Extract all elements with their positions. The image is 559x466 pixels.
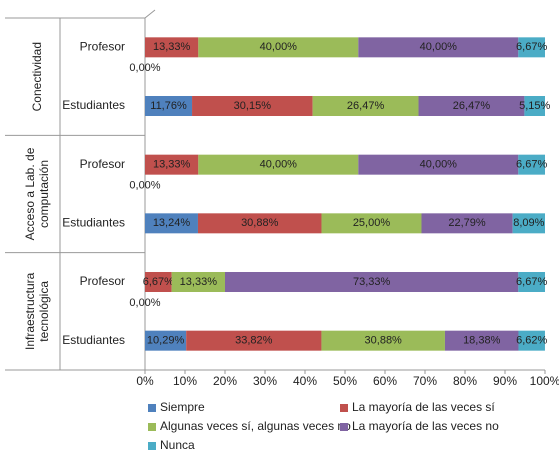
bar-segment <box>171 272 225 292</box>
legend-label: Siempre <box>160 400 205 414</box>
x-tick-label: 10% <box>173 374 197 388</box>
value-label: 8,09% <box>513 217 544 229</box>
bar-segment <box>192 96 313 116</box>
legend-label: La mayoría de las veces sí <box>352 400 495 414</box>
x-tick-label: 30% <box>253 374 277 388</box>
value-label: 6,67% <box>143 276 174 288</box>
bar-segment <box>145 330 187 351</box>
value-label: 22,79% <box>448 217 486 229</box>
bar-segment <box>358 37 519 58</box>
value-label: 6,67% <box>516 41 547 53</box>
value-label: 0,00% <box>129 62 160 74</box>
x-tick-label: 90% <box>493 374 517 388</box>
y-tick-label: Profesor <box>80 157 125 171</box>
value-label: 18,38% <box>463 335 501 347</box>
value-label: 40,00% <box>420 41 458 53</box>
legend-label: La mayoría de las veces no <box>352 419 499 433</box>
value-label: 11,76% <box>150 100 187 112</box>
group-label: computación <box>37 160 51 228</box>
value-label: 30,88% <box>365 335 403 347</box>
value-label: 0,00% <box>129 180 160 192</box>
value-label: 30,15% <box>234 100 272 112</box>
bar-segment <box>197 213 322 234</box>
value-label: 40,00% <box>260 159 298 171</box>
bar-segment <box>321 213 422 234</box>
value-label: 40,00% <box>260 41 298 53</box>
value-label: 40,00% <box>420 159 458 171</box>
x-tick-label: 80% <box>453 374 477 388</box>
bar-segment <box>518 330 545 351</box>
value-label: 73,33% <box>353 276 391 288</box>
bar-segment <box>444 330 519 351</box>
legend-label: Nunca <box>160 438 195 452</box>
bar-segment <box>512 213 545 234</box>
bar-segment <box>198 154 359 175</box>
bar-segment <box>518 154 545 175</box>
x-tick-label: 0% <box>136 374 154 388</box>
bar-segment <box>145 272 172 292</box>
value-label: 13,33% <box>153 159 191 171</box>
y-tick-label: Profesor <box>80 40 125 54</box>
y-tick-label: Profesor <box>80 274 125 288</box>
value-label: 33,82% <box>235 335 273 347</box>
x-tick-label: 60% <box>373 374 397 388</box>
y-tick-label: Estudiantes <box>62 333 125 347</box>
value-label: 13,33% <box>153 41 191 53</box>
bar-segment <box>358 154 519 175</box>
x-tick-label: 100% <box>530 374 559 388</box>
value-label: 30,88% <box>241 217 279 229</box>
group-label: Conectividad <box>30 42 44 111</box>
value-label: 26,47% <box>347 100 385 112</box>
bar-segment <box>312 96 419 116</box>
value-label: 13,33% <box>180 276 218 288</box>
x-tick-label: 50% <box>333 374 357 388</box>
value-label: 6,67% <box>516 159 547 171</box>
bar-segment <box>145 37 199 58</box>
bar-segment <box>225 272 519 292</box>
legend-swatch <box>148 442 156 450</box>
bar-segment <box>418 96 525 116</box>
legend-swatch <box>148 423 156 431</box>
group-label: Acceso a Lab. de <box>23 147 37 240</box>
legend-swatch <box>148 404 156 412</box>
legend-swatch <box>340 423 348 431</box>
legend-swatch <box>340 404 348 412</box>
bar-segment <box>524 96 545 116</box>
value-label: 13,24% <box>153 217 191 229</box>
bar-segment <box>145 213 198 234</box>
value-label: 6,62% <box>516 335 547 347</box>
legend-label: Algunas veces sí, algunas veces no <box>160 419 351 433</box>
value-label: 26,47% <box>453 100 491 112</box>
group-label: tecnológica <box>37 281 51 342</box>
bar-segment <box>145 96 193 116</box>
bar-segment <box>518 37 545 58</box>
x-tick-label: 20% <box>213 374 237 388</box>
value-label: 5,15% <box>519 100 550 112</box>
y-tick-label: Estudiantes <box>62 216 125 230</box>
bar-segment <box>321 330 445 351</box>
value-label: 25,00% <box>353 217 391 229</box>
x-tick-label: 40% <box>293 374 317 388</box>
bar-segment <box>518 272 545 292</box>
x-tick-label: 70% <box>413 374 437 388</box>
value-label: 10,29% <box>147 335 185 347</box>
bar-segment <box>198 37 359 58</box>
value-label: 0,00% <box>129 297 160 309</box>
value-label: 6,67% <box>516 276 547 288</box>
bar-segment <box>421 213 513 234</box>
bar-segment <box>186 330 322 351</box>
bar-segment <box>145 154 199 175</box>
y-tick-label: Estudiantes <box>62 98 125 112</box>
group-label: Infraestructura <box>23 272 37 350</box>
